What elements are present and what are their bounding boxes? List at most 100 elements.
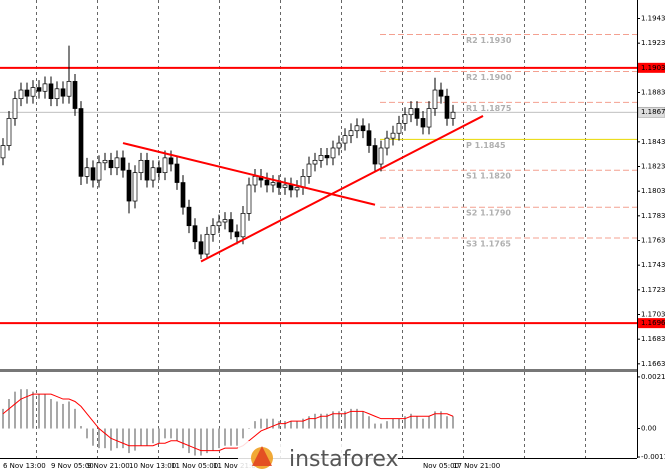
histogram-bar: [362, 411, 364, 429]
histogram-bar: [14, 391, 16, 429]
candle-body: [282, 184, 288, 188]
candle-body: [372, 145, 378, 165]
candle-body: [120, 157, 126, 171]
y-tick-label: 1.1943: [641, 15, 665, 23]
candle-body: [192, 225, 198, 243]
x-tick-label: 10 Nov 13:00: [129, 462, 176, 470]
histogram-bar: [452, 416, 454, 429]
histogram-bar: [86, 428, 88, 439]
y-tick-label: 1.1803: [641, 187, 665, 195]
candle-body: [414, 108, 420, 119]
x-tick-label: 9 Nov 05:00: [51, 462, 94, 470]
histogram-bar: [80, 426, 82, 429]
y-tick-label: 1.1703: [641, 311, 665, 319]
histogram-bar: [344, 411, 346, 429]
candle-body: [240, 213, 246, 238]
candle-body: [36, 87, 42, 92]
histogram-bar: [98, 428, 100, 449]
y-tick-label: 1.1763: [641, 237, 665, 245]
candle-body: [24, 89, 30, 97]
pivot-label: S2 1.1790: [466, 209, 511, 218]
watermark-text: instaforex: [289, 447, 399, 472]
candle-body: [294, 187, 300, 191]
histogram-bar: [44, 394, 46, 429]
histogram-bar: [158, 428, 160, 444]
pivot-label: R2 1.1900: [466, 73, 512, 82]
candle-body: [342, 135, 348, 144]
candle-body: [72, 81, 78, 109]
histogram-bar: [254, 421, 256, 429]
candle-body: [288, 184, 294, 191]
histogram-bar: [446, 416, 448, 429]
candle-body: [180, 182, 186, 208]
candle-body: [132, 172, 138, 202]
histogram-bar: [122, 428, 124, 449]
candle-body: [450, 111, 456, 119]
candle-body: [324, 155, 330, 159]
y-tick-label: -0.00116: [641, 453, 665, 461]
histogram-bar: [32, 391, 34, 429]
histogram-bar: [416, 416, 418, 429]
histogram-bar: [440, 411, 442, 429]
logo-shape: [252, 446, 272, 466]
watermark: instaforex: [238, 441, 399, 473]
x-tick-label: 6 Nov 13:00: [3, 462, 46, 470]
histogram-bar: [242, 428, 244, 439]
candle-body: [210, 225, 216, 235]
candle-body: [330, 147, 336, 159]
level-tag-label: 1.1903: [641, 64, 665, 72]
histogram-bar: [194, 428, 196, 456]
pane-separator: [0, 369, 637, 372]
histogram-bar: [140, 428, 142, 446]
y-tick-label: 1.1663: [641, 360, 665, 368]
candle-body: [366, 130, 372, 146]
candle-body: [42, 83, 48, 92]
histogram-bar: [164, 428, 166, 439]
candle-body: [174, 163, 180, 183]
candle-body: [108, 159, 114, 169]
histogram-bar: [296, 421, 298, 429]
histogram-bar: [134, 428, 136, 451]
candle-body: [276, 182, 282, 188]
candle-body: [444, 95, 450, 119]
y-tick-label: 0.00: [641, 425, 657, 433]
candle-body: [150, 167, 156, 181]
candle-body: [102, 159, 108, 164]
candle-body: [354, 125, 360, 132]
candle-body: [378, 147, 384, 165]
pivot-label: S1 1.1820: [466, 172, 511, 181]
histogram-bar: [368, 416, 370, 429]
histogram-bar: [170, 428, 172, 439]
candle-body: [270, 182, 276, 186]
candle-body: [6, 118, 12, 146]
histogram-bar: [398, 418, 400, 429]
x-tick-label: 9 Nov 21:00: [87, 462, 130, 470]
candle-body: [252, 176, 258, 186]
y-tick-label: 1.1923: [641, 39, 665, 47]
candle-body: [312, 159, 318, 165]
candle-body: [420, 118, 426, 128]
candle-body: [246, 184, 252, 214]
level-tag: [638, 318, 665, 329]
histogram-bar: [110, 428, 112, 451]
y-tick-label: 1.1823: [641, 163, 665, 171]
candle-body: [390, 132, 396, 139]
candle-body: [234, 231, 240, 238]
histogram-bar: [38, 394, 40, 429]
histogram-bar: [8, 399, 10, 429]
trend-line: [200, 115, 484, 263]
candle-body: [438, 89, 444, 97]
histogram-bar: [422, 418, 424, 429]
candle-body: [384, 137, 390, 149]
histogram-bar: [434, 411, 436, 429]
histogram-bar: [350, 408, 352, 429]
candle-body: [348, 130, 354, 137]
histogram-bar: [218, 428, 220, 449]
histogram-bar: [116, 428, 118, 449]
candle-body: [336, 142, 342, 149]
candle-body: [186, 206, 192, 227]
histogram-bar: [230, 428, 232, 446]
